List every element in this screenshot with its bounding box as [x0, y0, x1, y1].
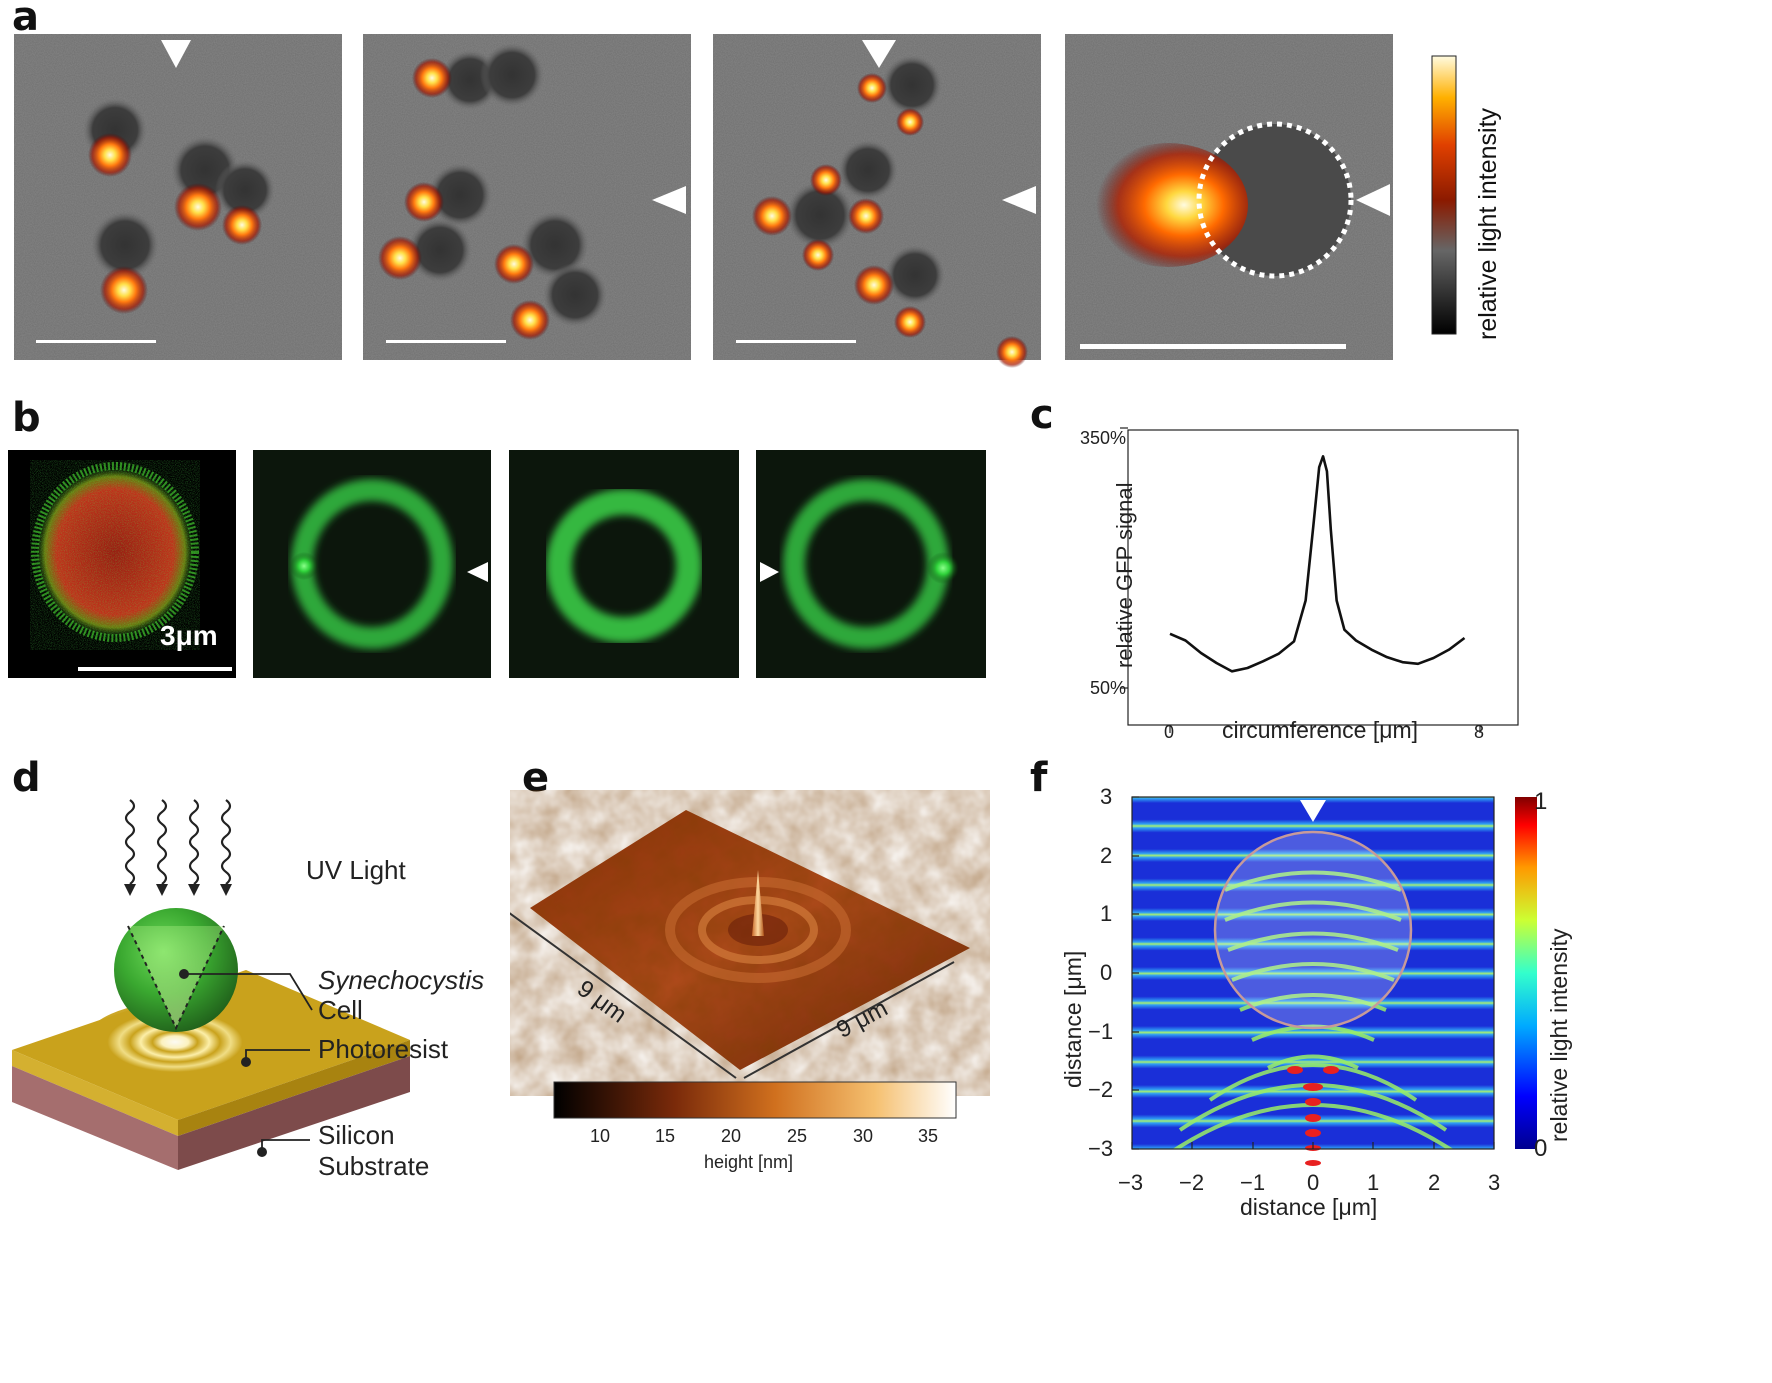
panel-f-colorbar-top: 1 [1534, 788, 1548, 815]
panel-e-colorbar-label: height [nm] [704, 1152, 794, 1172]
panel-d-substrate: Substrate [318, 1151, 430, 1181]
panel-d-silicon: Silicon [318, 1120, 395, 1150]
panel-f-ytick-1: 1 [1100, 901, 1113, 926]
panel-e-tick-15: 15 [655, 1126, 676, 1146]
panel-c-ylabel: relative GFP signal [1112, 482, 1137, 668]
panel-e-surface [510, 810, 970, 1119]
panel-label-e: e [522, 755, 550, 801]
panel-c-xtick-0: 0 [1164, 722, 1175, 742]
panel-f-xtick-m2: −2 [1179, 1170, 1205, 1195]
panel-f-ytick-m3: −3 [1088, 1136, 1114, 1161]
panel-f-ylabel: distance [μm] [1060, 950, 1086, 1088]
panel-d-cell-name: Synechocystis [318, 965, 485, 995]
panel-f-ytick-m1: −1 [1088, 1019, 1114, 1044]
panel-f-xtick-1: 1 [1367, 1170, 1380, 1195]
panel-a-colorbar-label: relative light intensity [1474, 107, 1502, 340]
panel-e-tick-30: 30 [853, 1126, 874, 1146]
panel-label-a: a [12, 0, 39, 40]
panel-f-xtick-m1: −1 [1240, 1170, 1266, 1195]
panel-label-d: d [12, 755, 41, 801]
panel-c-xtick-8: 8 [1474, 722, 1485, 742]
panel-e-tick-25: 25 [787, 1126, 808, 1146]
panel-label-b: b [12, 395, 41, 441]
panel-a-images [14, 34, 1457, 368]
panel-label-c: c [1030, 392, 1054, 438]
panel-c-ytick-high: 350% [1080, 428, 1127, 448]
panel-f-xtick-2: 2 [1428, 1170, 1441, 1195]
panel-f-colorbar-bottom: 0 [1534, 1135, 1548, 1162]
panel-c-ytick-low: 50% [1090, 678, 1127, 698]
panel-d-cell-word: Cell [318, 995, 363, 1025]
panel-f-xtick-m3: −3 [1118, 1170, 1144, 1195]
panel-c-chart [1120, 427, 1519, 733]
panel-e-tick-10: 10 [590, 1126, 611, 1146]
panel-label-f: f [1030, 755, 1048, 801]
panel-b-images [8, 450, 986, 678]
panel-f-ytick-m2: −2 [1088, 1077, 1114, 1102]
panel-f-ytick-3: 3 [1100, 784, 1113, 809]
panel-f-xtick-3: 3 [1488, 1170, 1501, 1195]
panel-f-xtick-0: 0 [1307, 1170, 1320, 1195]
panel-f-ytick-0: 0 [1100, 960, 1113, 985]
panel-f-colorbar-label: relative light intensity [1546, 928, 1572, 1143]
panel-d-diagram [12, 799, 410, 1170]
plot-frame [1127, 429, 1519, 726]
panel-f-simulation [1131, 796, 1537, 1166]
panel-b-scale-label: 3μm [160, 620, 218, 651]
panel-f-ytick-2: 2 [1100, 843, 1113, 868]
panel-f-xlabel: distance [μm] [1240, 1194, 1378, 1220]
panel-d-uv-light: UV Light [306, 855, 406, 885]
panel-c-xlabel: circumference [μm] [1222, 717, 1419, 743]
panel-d-photoresist: Photoresist [318, 1034, 449, 1064]
panel-e-tick-20: 20 [721, 1126, 742, 1146]
gfp-signal-line [1169, 455, 1466, 673]
panel-e-tick-35: 35 [918, 1126, 939, 1146]
